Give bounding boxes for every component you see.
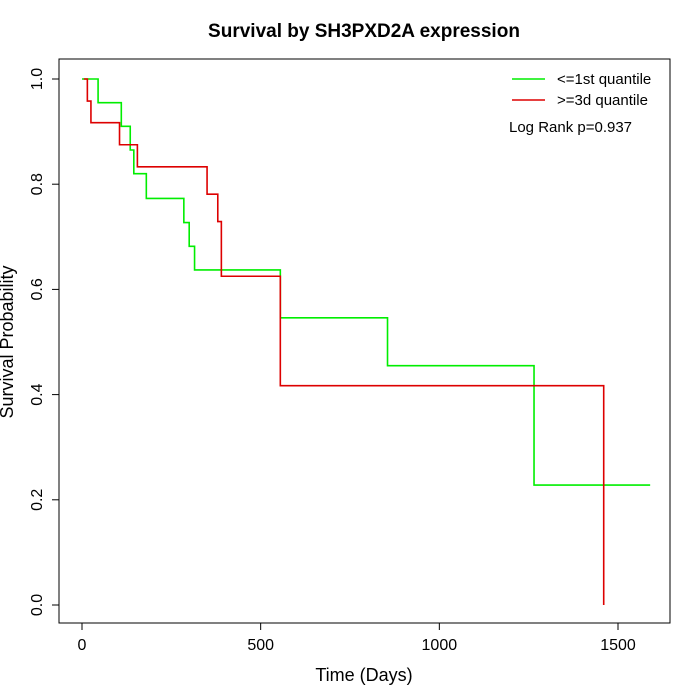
y-tick-label: 1.0 — [29, 68, 46, 90]
y-axis: 0.0 0.2 0.4 0.6 0.8 1.0 — [29, 68, 60, 616]
y-tick-label: 0.2 — [29, 489, 46, 511]
legend-entry: >=3d quantile — [557, 92, 648, 109]
plot-frame — [58, 58, 671, 624]
series-line-0 — [82, 78, 651, 486]
y-axis-label: Survival Probability — [0, 265, 17, 418]
x-tick-label: 500 — [247, 637, 274, 654]
y-tick-label: 0.0 — [29, 594, 46, 616]
legend-entry: <=1st quantile — [557, 71, 651, 88]
legend: <=1st quantile >=3d quantile — [512, 71, 651, 109]
y-tick-label: 0.8 — [29, 173, 46, 195]
y-tick-label: 0.4 — [29, 383, 46, 405]
x-axis: 0 500 1000 1500 — [78, 622, 636, 654]
x-tick-label: 1500 — [600, 637, 636, 654]
x-tick-label: 1000 — [422, 637, 458, 654]
x-axis-label: Time (Days) — [315, 665, 412, 685]
chart-title: Survival by SH3PXD2A expression — [208, 21, 520, 42]
x-tick-label: 0 — [78, 637, 87, 654]
series-line-1 — [83, 78, 605, 605]
series-layer — [82, 78, 651, 605]
log-rank-annotation: Log Rank p=0.937 — [509, 119, 632, 136]
y-tick-label: 0.6 — [29, 278, 46, 300]
